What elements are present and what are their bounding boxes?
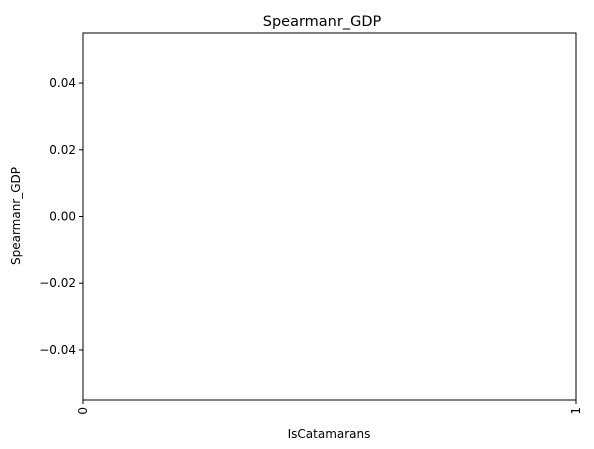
plot-area [82, 32, 577, 401]
y-tick-label: −0.04 [39, 343, 76, 357]
x-axis-label: IsCatamarans [288, 427, 371, 441]
y-axis-label: Spearmanr_GDP [9, 167, 23, 265]
chart-title: Spearmanr_GDP [263, 14, 382, 30]
y-tick-label: 0.00 [49, 210, 76, 224]
y-tick-label: −0.02 [39, 276, 76, 290]
x-tick-label: 0 [76, 407, 90, 415]
y-tick-label: 0.04 [49, 76, 76, 90]
y-tick-label: 0.02 [49, 143, 76, 157]
x-tick-label: 1 [569, 407, 583, 415]
y-axis: −0.04 −0.02 0.00 0.02 0.04 [39, 76, 83, 357]
